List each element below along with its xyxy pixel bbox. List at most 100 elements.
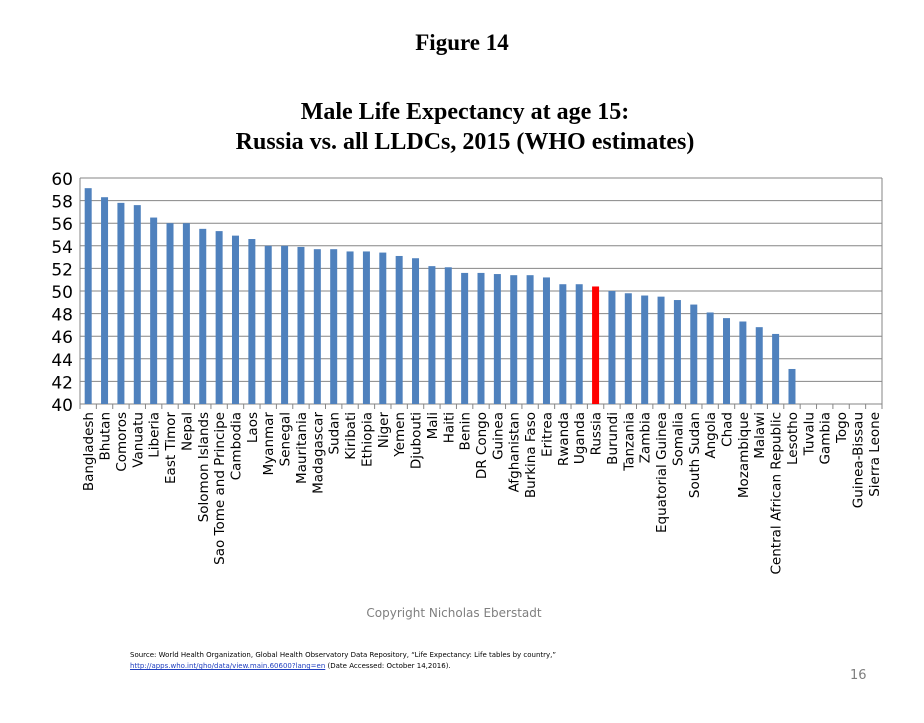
bar-rwanda — [559, 284, 567, 404]
x-tick-label: Liberia — [147, 412, 163, 458]
x-tick-label: Equatorial Guinea — [654, 412, 670, 533]
x-tick-label: Angola — [703, 412, 719, 459]
bar-south-sudan — [690, 304, 698, 404]
x-tick-label: Russia — [589, 412, 605, 455]
bar-liberia — [150, 217, 158, 404]
x-tick-label: Sierra Leone — [867, 412, 883, 497]
bar-central-african-republic — [772, 333, 780, 404]
x-tick-label: Tanzania — [621, 412, 637, 472]
x-tick-label: Zambia — [638, 412, 654, 463]
figure-label: Figure 14 — [415, 30, 509, 55]
bar-djubouti — [412, 258, 420, 404]
bar-vanuatu — [133, 205, 141, 404]
x-tick-label: Lesotho — [785, 412, 801, 465]
x-tick-label: Laos — [245, 412, 261, 443]
bar-comoros — [117, 202, 125, 404]
bar-malawi — [755, 327, 763, 404]
bar-eritrea — [542, 277, 550, 404]
x-tick-label: South Sudan — [687, 412, 703, 498]
x-tick-label: Afghanistan — [507, 412, 523, 492]
y-tick-label: 40 — [51, 396, 73, 416]
x-tick-label: Nepal — [179, 412, 195, 451]
y-tick-label: 60 — [51, 170, 73, 190]
bar-solomon-islands — [199, 228, 207, 404]
x-tick-label: Sudan — [327, 412, 343, 455]
chart-subtitle: Russia vs. all LLDCs, 2015 (WHO estimate… — [235, 129, 695, 155]
x-tick-label: Comoros — [114, 412, 130, 472]
x-tick-label: Bhutan — [98, 412, 114, 461]
bar-mali — [428, 266, 436, 404]
y-tick-label: 46 — [51, 328, 73, 348]
bar-guinea — [493, 274, 501, 404]
x-tick-label: Somalia — [670, 412, 686, 466]
x-tick-label: Solomon Islands — [196, 412, 212, 522]
bar-chad — [723, 318, 731, 404]
x-tick-label: Ethiopia — [359, 412, 375, 467]
bar-laos — [248, 239, 256, 404]
bar-yemen — [395, 255, 403, 404]
axes — [79, 178, 883, 409]
x-tick-label: Uganda — [572, 412, 588, 464]
chart-title: Male Life Expectancy at age 15: — [300, 99, 630, 125]
bar-uganda — [575, 284, 583, 404]
y-tick-label: 52 — [51, 260, 73, 280]
source-line-2: http://apps.who.int/gho/data/view.main.6… — [130, 661, 770, 672]
bar-senegal — [281, 245, 289, 404]
bar-kiribati — [346, 251, 354, 404]
x-tick-label: Cambodia — [228, 412, 244, 480]
source-access-date: (Date Accessed: October 14,2016). — [325, 662, 451, 670]
x-tick-label: Central African Republic — [769, 412, 785, 575]
bar-madagascar — [313, 249, 321, 404]
x-tick-label: Bangladesh — [81, 412, 97, 491]
bar-sao-tome-and-principe — [215, 231, 223, 404]
bar-myanmar — [264, 245, 272, 404]
x-tick-label: DR Congo — [474, 412, 490, 479]
x-tick-label: Senegal — [278, 412, 294, 466]
x-tick-label: Vanuatu — [130, 412, 146, 468]
bar-dr-congo — [477, 272, 485, 404]
source-note: Source: World Health Organization, Globa… — [130, 650, 770, 672]
bars — [84, 188, 796, 404]
bar-somalia — [673, 300, 681, 404]
bar-angola — [706, 312, 714, 404]
x-tick-label: Gambia — [818, 412, 834, 464]
x-tick-label: Malawi — [752, 412, 768, 459]
x-tick-label: Guinea — [490, 412, 506, 460]
x-tick-label: Guinea-Bissau — [850, 412, 866, 508]
x-tick-label: Benin — [458, 412, 474, 450]
x-tick-label: Mozambique — [736, 412, 752, 498]
x-tick-label: Chad — [720, 412, 736, 447]
x-tick-label: Yemen — [392, 412, 408, 458]
y-tick-label: 50 — [51, 283, 73, 303]
y-tick-label: 44 — [51, 351, 73, 371]
copyright-note: Copyright Nicholas Eberstadt — [366, 606, 542, 620]
x-tick-label: Togo — [834, 412, 850, 444]
source-line-1: Source: World Health Organization, Globa… — [130, 651, 557, 659]
x-tick-label: Burundi — [605, 412, 621, 465]
x-tick-label: Djubouti — [409, 412, 425, 469]
x-tick-label: Eritrea — [539, 412, 555, 457]
y-tick-label: 54 — [51, 238, 73, 258]
x-tick-label: Burkina Faso — [523, 412, 539, 498]
x-tick-label: Kiribati — [343, 412, 359, 460]
x-tick-label: Rwanda — [556, 412, 572, 466]
x-tick-label: Tuvalu — [801, 412, 817, 456]
bar-russia — [592, 286, 600, 404]
bar-mozambique — [739, 321, 747, 404]
y-tick-label: 58 — [51, 193, 73, 213]
bar-haiti — [444, 267, 452, 404]
bar-afghanistan — [510, 275, 518, 404]
x-tick-label: Mali — [425, 412, 441, 439]
bar-nepal — [182, 223, 190, 404]
bar-niger — [379, 252, 387, 404]
x-axis-tick-labels: Bangladesh Bhutan Comoros Vanuatu Liberia Eas… — [81, 412, 883, 575]
x-tick-label: Sao Tome and Principe — [212, 412, 228, 565]
x-tick-label: Myanmar — [261, 412, 277, 476]
bar-bangladesh — [84, 188, 92, 404]
page-number: 16 — [850, 668, 867, 683]
bar-east-timor — [166, 223, 174, 404]
bar-benin — [461, 272, 469, 404]
source-link[interactable]: http://apps.who.int/gho/data/view.main.6… — [130, 662, 326, 670]
x-tick-label: Mauritania — [294, 412, 310, 484]
